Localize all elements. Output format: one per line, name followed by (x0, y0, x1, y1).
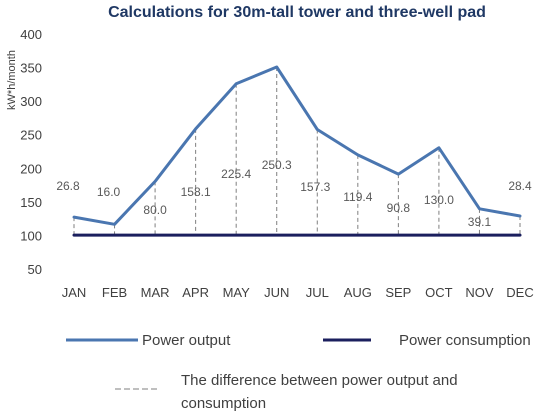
series-line-power-output (72, 65, 522, 226)
series-lines (72, 65, 522, 237)
y-ticks: 50 100 150 200 250 300 350 400 (20, 27, 42, 277)
y-tick-label-400: 400 (20, 27, 42, 42)
legend: Power output Power consumption The diffe… (66, 332, 531, 412)
x-tick-label-may: MAY (223, 285, 251, 300)
y-tick-label-150: 150 (20, 195, 42, 210)
difference-label-mar: 80.0 (143, 203, 167, 217)
y-axis-label: kW*h/month (6, 50, 18, 110)
x-ticks: JAN FEB MAR APR MAY JUN JUL AUG SEP OCT NOV DEC (62, 285, 534, 300)
legend-label-power-output: Power output (142, 332, 231, 349)
legend-label-difference-line2: consumption (181, 395, 266, 412)
y-tick-label-200: 200 (20, 161, 42, 176)
difference-label-dec: 28.4 (508, 179, 532, 193)
difference-label-jan: 26.8 (56, 179, 80, 193)
x-tick-label-oct: OCT (425, 285, 453, 300)
y-tick-label-100: 100 (20, 228, 42, 243)
difference-labels: 26.8 16.0 80.0 158.1 225.4 250.3 157.3 119.4 90.… (56, 158, 532, 229)
x-tick-label-nov: NOV (465, 285, 494, 300)
legend-label-power-consumption: Power consumption (399, 332, 531, 349)
difference-label-nov: 39.1 (468, 215, 492, 229)
chart-title: Calculations for 30m-tall tower and thre… (108, 4, 486, 21)
x-tick-label-mar: MAR (141, 285, 170, 300)
x-tick-label-jan: JAN (62, 285, 87, 300)
x-tick-label-feb: FEB (102, 285, 127, 300)
difference-lines (73, 67, 521, 236)
difference-label-sep: 90.8 (387, 201, 411, 215)
x-tick-label-aug: AUG (344, 285, 372, 300)
difference-label-apr: 158.1 (181, 185, 211, 199)
difference-label-jun: 250.3 (262, 158, 292, 172)
legend-label-difference-line1: The difference between power output and (181, 372, 458, 389)
difference-label-jul: 157.3 (300, 180, 330, 194)
difference-label-oct: 130.0 (424, 193, 454, 207)
x-tick-label-apr: APR (182, 285, 209, 300)
x-tick-label-jun: JUN (264, 285, 289, 300)
y-tick-label-350: 350 (20, 61, 42, 76)
x-tick-label-dec: DEC (506, 285, 533, 300)
difference-label-aug: 119.4 (343, 190, 372, 204)
y-tick-label-300: 300 (20, 94, 42, 109)
y-tick-label-250: 250 (20, 128, 42, 143)
difference-label-may: 225.4 (221, 167, 251, 181)
y-tick-label-50: 50 (28, 262, 42, 277)
x-tick-label-sep: SEP (385, 285, 411, 300)
x-tick-label-jul: JUL (306, 285, 329, 300)
difference-label-feb: 16.0 (97, 185, 121, 199)
